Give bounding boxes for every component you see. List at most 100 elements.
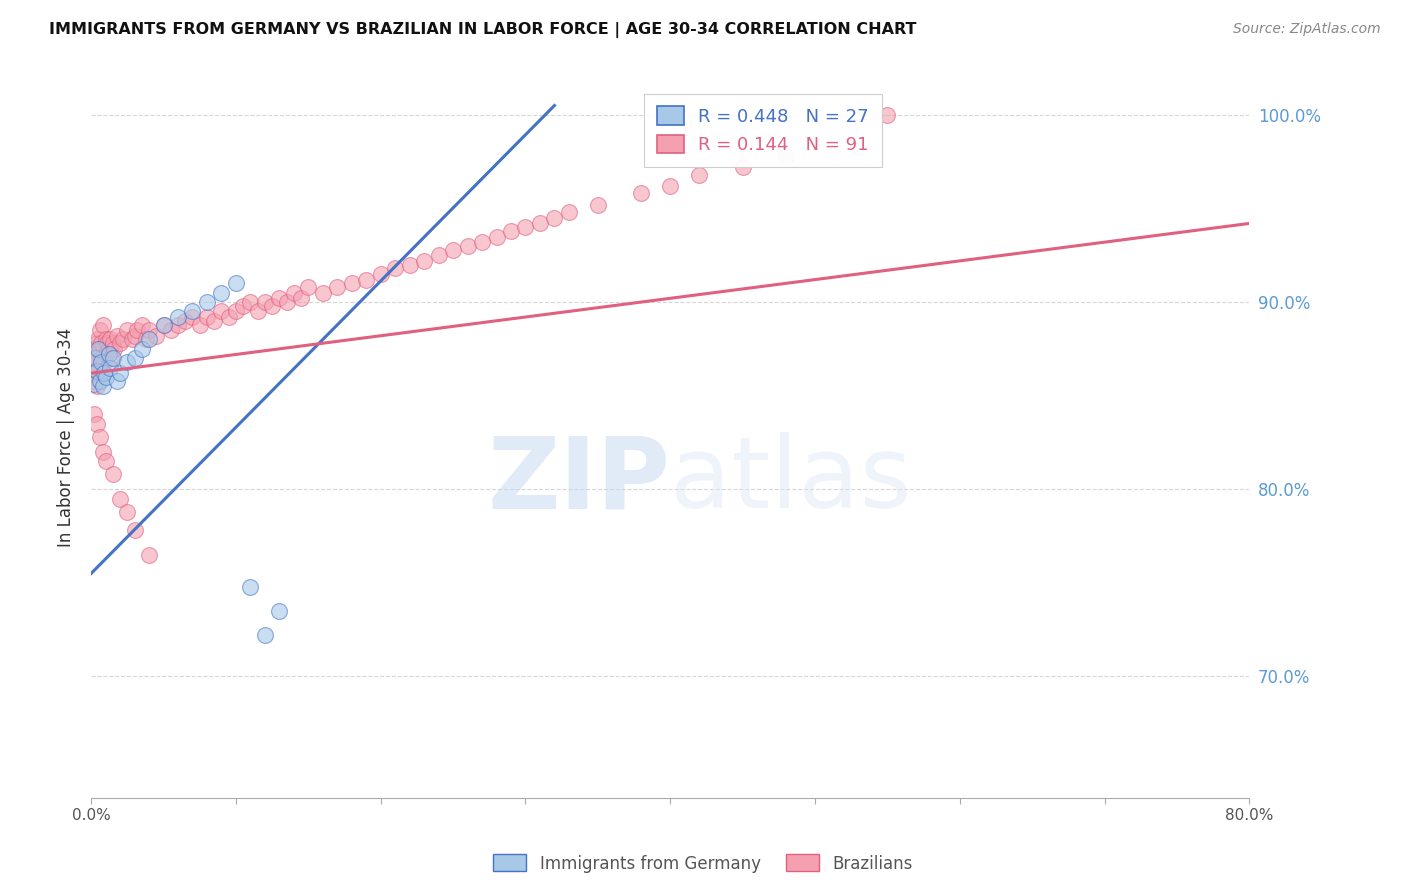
Point — [253, 628, 276, 642]
Point — [82, 374, 104, 388]
Point — [103, 342, 125, 356]
Text: atlas: atlas — [671, 433, 912, 530]
Point — [89, 342, 111, 356]
Point — [84, 355, 107, 369]
Point — [93, 366, 115, 380]
Point — [90, 336, 112, 351]
Point — [135, 333, 157, 347]
Legend: Immigrants from Germany, Brazilians: Immigrants from Germany, Brazilians — [486, 847, 920, 880]
Point — [89, 374, 111, 388]
Point — [312, 285, 335, 300]
Text: ZIP: ZIP — [488, 433, 671, 530]
Point — [515, 220, 537, 235]
Point — [83, 377, 105, 392]
Point — [101, 336, 124, 351]
Point — [89, 323, 111, 337]
Point — [84, 351, 107, 366]
Point — [138, 548, 160, 562]
Point — [239, 295, 262, 310]
Point — [124, 328, 146, 343]
Point — [138, 333, 160, 347]
Point — [211, 285, 233, 300]
Point — [117, 505, 139, 519]
Point — [90, 355, 112, 369]
Point — [630, 186, 652, 201]
Point — [775, 149, 797, 163]
Point — [97, 342, 120, 356]
Point — [83, 366, 105, 380]
Point — [145, 328, 167, 343]
Point — [441, 243, 464, 257]
Point — [86, 336, 108, 351]
Point — [269, 291, 291, 305]
Point — [167, 310, 190, 324]
Text: Source: ZipAtlas.com: Source: ZipAtlas.com — [1233, 22, 1381, 37]
Point — [731, 161, 754, 175]
Point — [108, 491, 131, 506]
Point — [398, 258, 420, 272]
Point — [195, 310, 218, 324]
Point — [131, 318, 153, 332]
Point — [181, 310, 204, 324]
Point — [87, 333, 110, 347]
Point — [94, 347, 117, 361]
Point — [121, 333, 143, 347]
Point — [89, 430, 111, 444]
Point — [94, 370, 117, 384]
Point — [354, 272, 377, 286]
Point — [326, 280, 349, 294]
Point — [876, 108, 898, 122]
Point — [167, 318, 190, 332]
Point — [86, 417, 108, 431]
Point — [108, 336, 131, 351]
Point — [471, 235, 494, 249]
Point — [124, 351, 146, 366]
Point — [86, 364, 108, 378]
Point — [97, 347, 120, 361]
Point — [117, 355, 139, 369]
Point — [384, 261, 406, 276]
Point — [86, 379, 108, 393]
Point — [87, 342, 110, 356]
Point — [117, 323, 139, 337]
Point — [83, 408, 105, 422]
Point — [370, 267, 392, 281]
Point — [529, 216, 551, 230]
Point — [413, 253, 436, 268]
Point — [152, 318, 174, 332]
Point — [101, 467, 124, 482]
Point — [225, 304, 247, 318]
Point — [91, 366, 114, 380]
Point — [283, 285, 305, 300]
Point — [543, 211, 565, 225]
Point — [98, 333, 121, 347]
Point — [253, 295, 276, 310]
Point — [211, 304, 233, 318]
Point — [269, 604, 291, 618]
Point — [688, 168, 710, 182]
Point — [586, 198, 609, 212]
Point — [101, 351, 124, 366]
Point — [340, 277, 363, 291]
Point — [124, 524, 146, 538]
Point — [83, 351, 105, 366]
Legend: R = 0.448   N = 27, R = 0.144   N = 91: R = 0.448 N = 27, R = 0.144 N = 91 — [644, 94, 882, 167]
Point — [297, 280, 319, 294]
Point — [84, 342, 107, 356]
Point — [108, 366, 131, 380]
Point — [246, 304, 269, 318]
Point — [290, 291, 312, 305]
Point — [232, 299, 254, 313]
Point — [94, 454, 117, 468]
Point — [499, 224, 522, 238]
Point — [159, 323, 181, 337]
Point — [138, 323, 160, 337]
Point — [105, 328, 128, 343]
Point — [100, 351, 122, 366]
Point — [87, 360, 110, 375]
Point — [98, 360, 121, 375]
Point — [427, 248, 450, 262]
Point — [225, 277, 247, 291]
Point — [96, 336, 118, 351]
Point — [188, 318, 211, 332]
